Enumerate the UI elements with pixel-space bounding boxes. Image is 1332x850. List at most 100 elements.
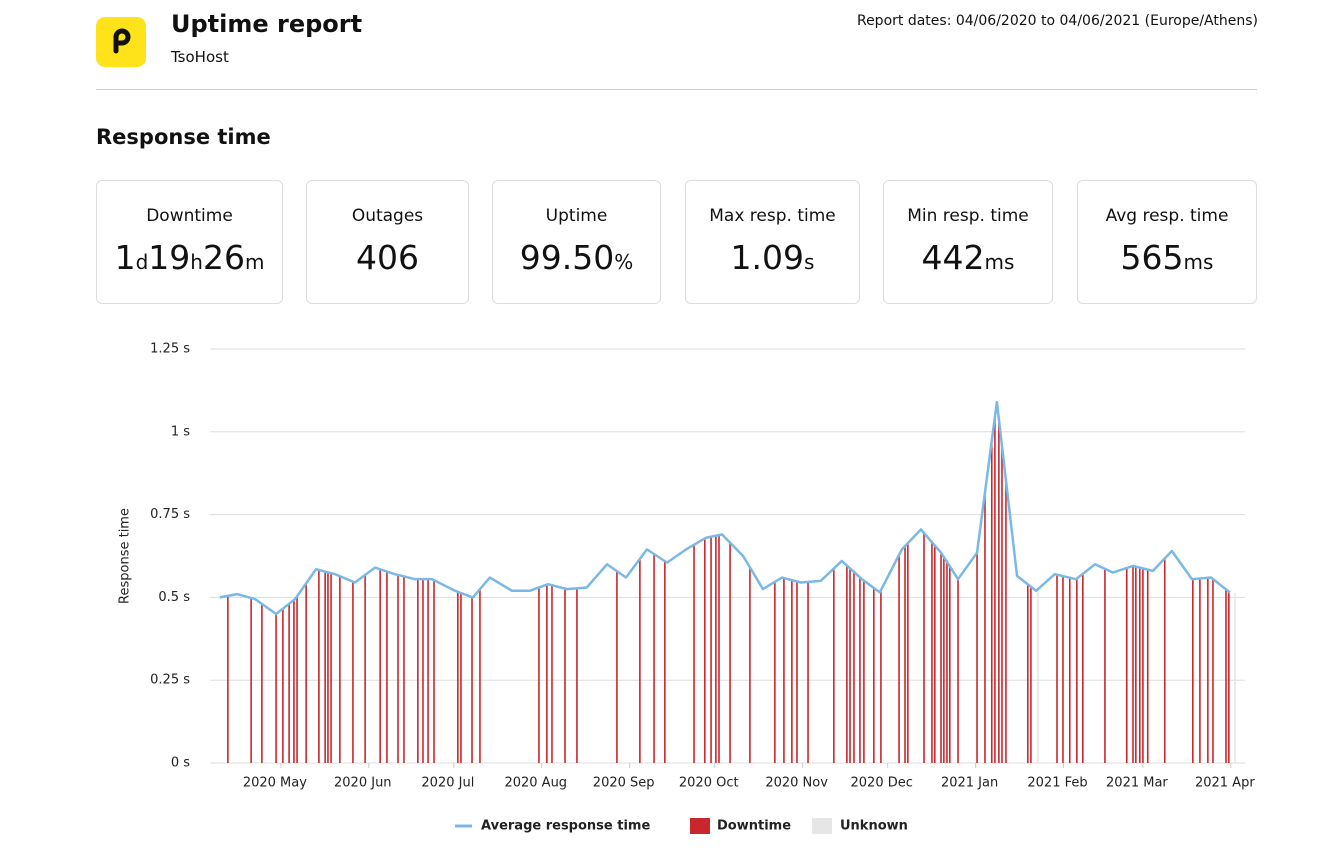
stat-label: Avg resp. time	[1105, 206, 1229, 226]
downtime-bar	[1199, 578, 1201, 763]
downtime-bar	[940, 552, 942, 763]
stat-label: Outages	[351, 206, 424, 226]
downtime-bar	[946, 561, 948, 763]
stat-value: 406	[307, 238, 468, 277]
x-tick-label: 2020 Sep	[593, 776, 655, 791]
downtime-bar	[1030, 586, 1032, 763]
y-tick-label: 0.25 s	[150, 673, 190, 688]
downtime-bar	[352, 581, 354, 763]
x-tick-label: 2020 Nov	[765, 776, 828, 791]
x-tick-label: 2021 Apr	[1195, 776, 1255, 791]
x-tick-label: 2020 May	[243, 776, 307, 791]
downtime-bar	[904, 546, 906, 763]
downtime-bar	[710, 536, 712, 763]
chart: 0 s 0.25 s 0.5 s 0.75 s 1 s 1.25 s 2020 May 202…	[118, 342, 1255, 834]
downtime-bar	[546, 584, 548, 763]
downtime-bar	[457, 591, 459, 763]
downtime-bar	[460, 592, 462, 763]
downtime-bar	[715, 535, 717, 763]
unknown-bar	[1037, 589, 1039, 763]
stat-value: 99.50%	[493, 238, 660, 277]
downtime-bar	[386, 571, 388, 763]
downtime-bar	[1076, 578, 1078, 763]
title: Uptime report	[171, 10, 363, 38]
x-tick-label: 2020 Aug	[504, 776, 567, 791]
downtime-bar	[261, 603, 263, 763]
x-tick-label: 2021 Mar	[1106, 776, 1168, 791]
stat-number: 1.09	[730, 238, 805, 277]
stat-card: Min resp. time 442ms	[883, 180, 1053, 304]
downtime-bar	[729, 542, 731, 763]
downtime-bar	[327, 572, 329, 763]
stat-number: 99.50	[519, 238, 615, 277]
downtime-bar	[1082, 573, 1084, 763]
downtime-bar	[664, 561, 666, 763]
stat-number: 442	[921, 238, 985, 277]
downtime-bar	[471, 597, 473, 763]
stat-label: Uptime	[545, 206, 608, 226]
downtime-bar	[998, 419, 1000, 763]
downtime-bar	[417, 579, 419, 763]
downtime-bar	[943, 557, 945, 763]
stat-card: Outages 406	[306, 180, 469, 304]
downtime-bar	[791, 580, 793, 763]
x-tick-label: 2021 Jan	[941, 776, 998, 791]
downtime-bar	[863, 580, 865, 763]
downtime-bar	[293, 599, 295, 763]
downtime-bar	[1104, 568, 1106, 763]
downtime-bar	[718, 535, 720, 763]
downtime-bar	[1138, 567, 1141, 763]
downtime-bar	[339, 576, 341, 763]
downtime-bar	[1228, 591, 1230, 763]
downtime-bar	[275, 613, 277, 763]
divider	[96, 89, 1257, 90]
downtime-bar	[1068, 577, 1071, 763]
downtime-bar	[933, 545, 936, 763]
stat-card: Downtime 1d19h26m	[96, 180, 283, 304]
y-tick-label: 1 s	[171, 424, 190, 439]
downtime-bar	[774, 581, 776, 763]
downtime-bar	[653, 554, 655, 763]
legend-swatch	[812, 818, 832, 834]
downtime-bar	[282, 608, 284, 763]
downtime-bar	[1026, 584, 1029, 763]
downtime-bar	[1146, 569, 1149, 763]
stat-unit: h	[190, 250, 203, 274]
downtime-bar	[1125, 567, 1128, 763]
downtime-bar	[749, 567, 751, 763]
response-line	[219, 400, 1231, 616]
x-tick-label: 2020 Oct	[679, 776, 739, 791]
downtime-bar	[1056, 574, 1058, 763]
stat-number: 26	[202, 238, 245, 277]
downtime-bar	[318, 569, 320, 763]
stat-label: Max resp. time	[709, 206, 836, 226]
legend-label: Downtime	[717, 819, 791, 834]
downtime-bar	[564, 588, 566, 763]
stat-value: 565ms	[1078, 238, 1256, 277]
downtime-bar	[907, 543, 909, 763]
downtime-bar	[403, 576, 405, 763]
downtime-bar	[227, 595, 229, 763]
stat-number: 406	[356, 238, 419, 277]
downtime-bar	[957, 579, 959, 763]
y-tick-label: 0 s	[171, 756, 190, 771]
subtitle: TsoHost	[171, 48, 229, 66]
y-axis-label: Response time	[118, 508, 133, 604]
downtime-bar	[949, 566, 951, 763]
stat-value: 442ms	[884, 238, 1052, 277]
downtime-bar	[551, 585, 553, 763]
stat-unit: ms	[984, 250, 1015, 274]
report-dates: Report dates: 04/06/2020 to 04/06/2021 (…	[856, 13, 1258, 29]
stat-number: 1	[114, 238, 136, 277]
y-tick-label: 0.75 s	[150, 507, 190, 522]
legend-swatch	[690, 818, 710, 834]
stat-value: 1d19h26m	[97, 238, 282, 277]
downtime-bar	[931, 542, 933, 763]
downtime-bar	[330, 573, 332, 763]
downtime-bar	[873, 588, 875, 763]
downtime-bar	[853, 572, 855, 763]
section-title: Response time	[96, 125, 271, 149]
stat-value: 1.09s	[686, 238, 859, 277]
downtime-bar	[1135, 566, 1137, 763]
